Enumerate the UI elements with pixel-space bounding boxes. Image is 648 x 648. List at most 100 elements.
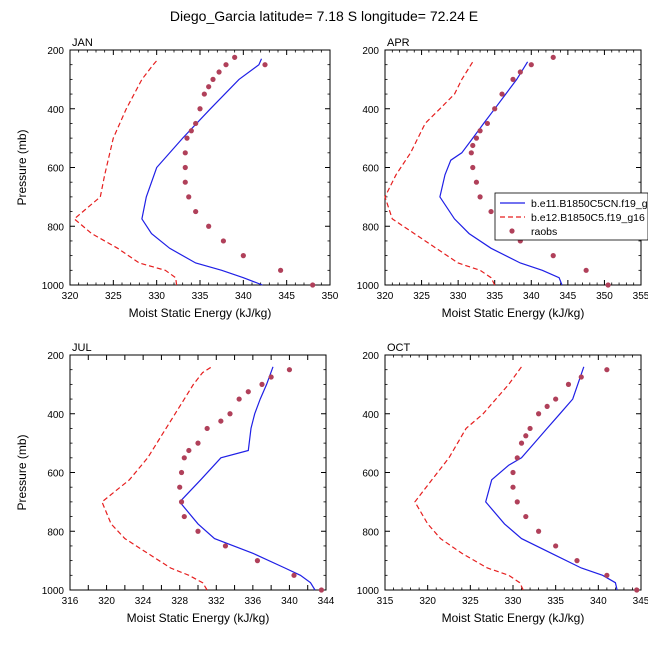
panel-jul: JUL 316 320 324 328 332 336 340 344 200 400 600 800 1…	[15, 342, 335, 625]
x-tick-label: 320	[98, 596, 115, 607]
x-tick-label: 355	[633, 291, 648, 302]
raobs-point	[510, 469, 516, 476]
raobs-point	[523, 513, 529, 520]
raobs-point	[182, 179, 188, 185]
x-tick-label: 325	[105, 291, 122, 302]
x-tick-label: 345	[278, 291, 295, 302]
y-tick-label: 200	[362, 351, 379, 362]
series-line-b-e11	[439, 61, 563, 286]
raobs-point	[206, 223, 212, 229]
raobs-point	[473, 135, 480, 141]
raobs-point	[484, 120, 490, 127]
x-tick-label: 325	[462, 596, 479, 607]
series-line-b-e11	[178, 366, 316, 591]
series-line-b-e12	[101, 366, 213, 591]
y-tick-label: 800	[47, 527, 64, 538]
raobs-point	[605, 282, 611, 288]
x-tick-label: 320	[419, 596, 436, 607]
raobs-point	[193, 208, 199, 215]
x-tick-label: 320	[377, 291, 394, 302]
x-tick-label: 330	[450, 291, 467, 302]
raobs-point	[468, 150, 474, 156]
raobs-point	[514, 455, 520, 461]
raobs-point	[544, 403, 550, 410]
series-line-b-e11	[141, 58, 263, 286]
raobs-point	[177, 484, 183, 490]
raobs-point	[182, 150, 188, 156]
legend: b.e11.B1850C5CN.f19_g16 b.e12.B1850C5.f19…	[494, 192, 648, 241]
raobs-point	[492, 106, 498, 112]
series-line-b-e12	[384, 61, 496, 286]
y-tick-label: 600	[47, 469, 64, 480]
raobs-point	[186, 194, 192, 200]
raobs-point	[236, 396, 242, 402]
raobs-point	[278, 267, 284, 273]
raobs-point	[245, 389, 251, 395]
x-tick-label: 340	[235, 291, 252, 302]
raobs-point	[604, 367, 610, 373]
y-tick-label: 800	[362, 527, 379, 538]
raobs-point	[518, 440, 525, 446]
y-tick-label: 600	[362, 164, 379, 175]
raobs-point	[310, 282, 316, 288]
raobs-point	[318, 587, 325, 593]
x-tick-label: 344	[318, 596, 335, 607]
x-tick-label: 330	[148, 291, 165, 302]
x-tick-label: 325	[413, 291, 430, 302]
series-line-b-e12	[414, 366, 524, 591]
x-tick-label: 340	[281, 596, 298, 607]
y-tick-label: 800	[362, 222, 379, 233]
legend-label: b.e12.B1850C5.f19_g16	[531, 212, 645, 224]
raobs-point	[470, 142, 476, 149]
panel-label: JUL	[72, 342, 92, 354]
series-line-b-e12	[73, 58, 178, 286]
raobs-point	[218, 418, 224, 424]
x-tick-label: 332	[208, 596, 225, 607]
raobs-point	[181, 455, 187, 461]
raobs-point	[604, 572, 610, 578]
x-tick-label: 316	[62, 596, 79, 607]
raobs-point	[195, 440, 201, 446]
y-tick-label: 400	[47, 105, 64, 116]
raobs-point	[186, 447, 192, 454]
x-tick-label: 345	[633, 596, 648, 607]
y-tick-label: 1000	[357, 586, 380, 597]
raobs-point	[222, 543, 229, 549]
y-tick-label: 800	[47, 222, 64, 233]
legend-entry: b.e11.B1850C5CN.f19_g16	[500, 198, 648, 210]
raobs-point	[201, 91, 207, 97]
raobs-point	[223, 62, 229, 68]
raobs-point	[499, 91, 505, 97]
x-axis-label: Moist Static Energy (kJ/kg)	[127, 611, 270, 625]
raobs-point	[286, 367, 293, 373]
raobs-point	[227, 411, 233, 417]
raobs-point	[514, 499, 520, 505]
series-line-b-e11	[485, 366, 618, 591]
x-axis-label: Moist Static Energy (kJ/kg)	[442, 611, 585, 625]
raobs-point	[268, 374, 274, 380]
raobs-point	[574, 558, 580, 564]
x-axis-label: Moist Static Energy (kJ/kg)	[442, 306, 585, 320]
raobs-point	[477, 194, 483, 200]
y-tick-label: 400	[362, 410, 379, 421]
raobs-point	[204, 425, 210, 432]
raobs-point	[550, 253, 556, 259]
raobs-point	[178, 469, 185, 476]
raobs-point	[195, 528, 201, 534]
plot-frame	[69, 49, 331, 286]
x-tick-label: 328	[171, 596, 188, 607]
panel-label: JAN	[72, 37, 93, 49]
y-tick-label: 400	[47, 410, 64, 421]
y-tick-label: 200	[47, 351, 64, 362]
raobs-point	[262, 62, 268, 68]
x-tick-label: 350	[596, 291, 613, 302]
raobs-point	[232, 54, 238, 60]
raobs-point	[523, 433, 529, 439]
figure-title: Diego_Garcia latitude= 7.18 S longitude=…	[169, 8, 479, 24]
x-tick-label: 350	[322, 291, 339, 302]
raobs-point	[550, 54, 556, 60]
raobs-point	[528, 62, 534, 68]
raobs-point	[216, 69, 222, 75]
raobs-point	[477, 128, 483, 134]
raobs-point	[193, 120, 199, 127]
